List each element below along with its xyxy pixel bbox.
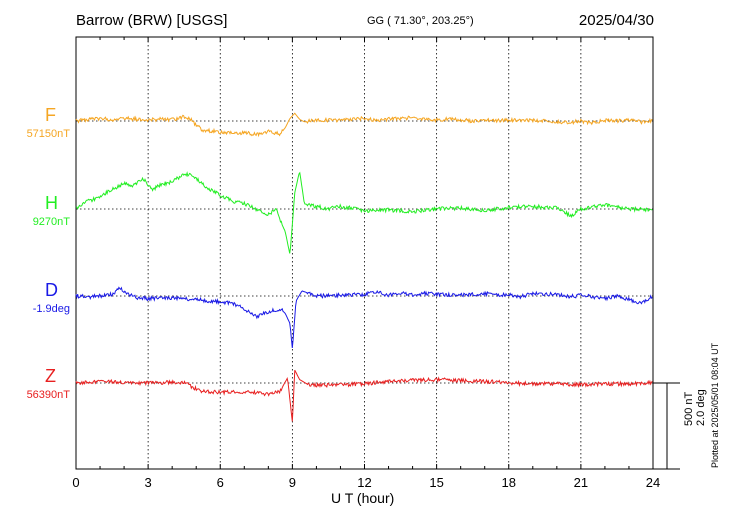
x-tick-label: 9 [289, 475, 296, 490]
traces [75, 112, 653, 422]
base-label-d: -1.9deg [32, 303, 70, 315]
trace-z [75, 369, 653, 422]
scale-label-deg: 2.0 deg [695, 389, 707, 426]
geographic-coords: GG ( 71.30°, 203.25°) [367, 15, 474, 27]
series-label-h: H [45, 193, 58, 213]
scale-bar [653, 382, 680, 470]
x-tick-label: 24 [646, 475, 660, 490]
series-label-z: Z [45, 366, 56, 386]
x-axis-label: U T (hour) [331, 490, 395, 506]
x-tick-label: 12 [357, 475, 371, 490]
grid-lines [147, 37, 582, 469]
series-label-f: F [45, 105, 56, 125]
base-label-h: 9270nT [32, 216, 70, 228]
x-tick-label: 18 [502, 475, 516, 490]
plot-date: 2025/04/30 [578, 12, 654, 29]
plotted-timestamp: Plotted at 2025/05/01 08:04 UT [710, 342, 720, 468]
scale-label-nt: 500 nT [683, 391, 695, 426]
trace-h [75, 171, 653, 254]
trace-f [75, 112, 653, 138]
x-tick-label: 3 [145, 475, 152, 490]
x-ticks: 0 3 6 9 12 15 18 21 24 [72, 37, 660, 490]
x-tick-label: 0 [72, 475, 79, 490]
base-label-z: 56390nT [26, 389, 70, 401]
base-label-f: 57150nT [26, 128, 70, 140]
trace-d [75, 286, 653, 349]
x-tick-label: 15 [429, 475, 443, 490]
series-label-d: D [45, 280, 58, 300]
station-title: Barrow (BRW) [USGS] [76, 12, 228, 29]
baselines [76, 120, 653, 384]
x-tick-label: 6 [217, 475, 224, 490]
x-tick-label: 21 [574, 475, 588, 490]
